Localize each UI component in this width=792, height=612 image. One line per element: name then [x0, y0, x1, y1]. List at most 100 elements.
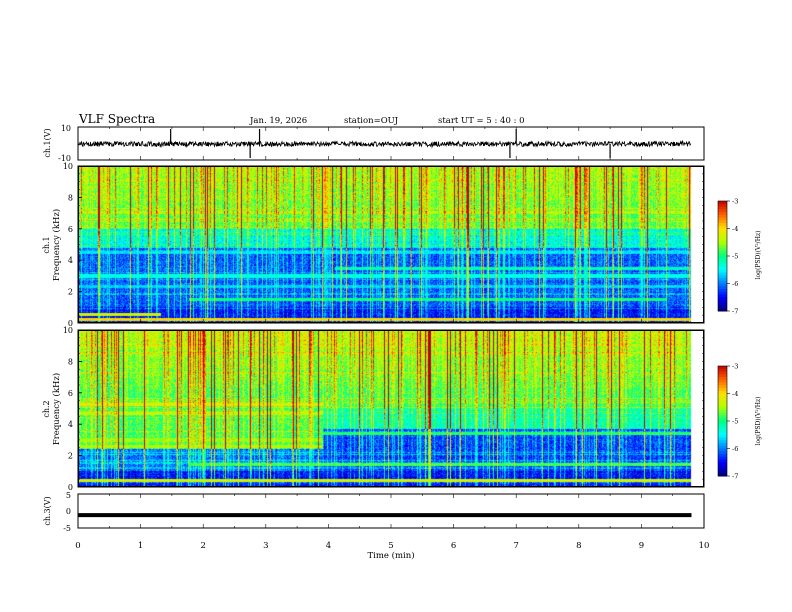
colorbar-segment	[718, 275, 727, 279]
colorbar-tick-label: -5	[732, 418, 738, 426]
colorbar-segment	[718, 272, 727, 276]
colorbar-segment	[718, 473, 727, 477]
colorbar-segment	[718, 366, 727, 370]
ch1-spectrogram-image	[79, 167, 703, 322]
time-axis-tick-label: 9	[639, 541, 644, 551]
colorbar-segment	[718, 239, 727, 243]
colorbar-segment	[718, 401, 727, 405]
colorbar-segment	[718, 412, 727, 416]
time-axis-tick-label: 8	[576, 541, 581, 551]
colorbar-segment	[718, 396, 727, 400]
time-axis-tick-label: 5	[388, 541, 393, 551]
colorbar-segment	[718, 212, 727, 216]
colorbar-segment	[718, 217, 727, 221]
colorbar-segment	[718, 454, 727, 458]
colorbar-segment	[718, 203, 727, 207]
colorbar-segment	[718, 231, 727, 235]
time-axis-tick-label: 0	[75, 541, 80, 551]
ch2-colorbar: -3 -4 -5 -6 -7	[717, 363, 738, 481]
colorbar-segment	[718, 418, 727, 422]
ch2-ytick-label: 10	[63, 326, 73, 335]
colorbar-segment	[718, 245, 727, 249]
colorbar-segment	[718, 228, 727, 232]
colorbar-tick-label: -5	[732, 253, 738, 261]
colorbar-tick-label: -3	[732, 363, 738, 371]
colorbar-segment	[718, 250, 727, 254]
colorbar-segment	[718, 253, 727, 257]
ch2-ytick-label: 0	[68, 483, 73, 492]
colorbar-segment	[718, 390, 727, 394]
colorbar-segment	[718, 242, 727, 246]
colorbar-segment	[718, 206, 727, 210]
ch1-ytick-label: 10	[63, 162, 73, 171]
colorbar-tick-label: -7	[732, 308, 738, 316]
colorbar-segment	[718, 426, 727, 430]
colorbar-segment	[718, 214, 727, 218]
colorbar-segment	[718, 459, 727, 463]
colorbar-segment	[718, 407, 727, 411]
colorbar-segment	[718, 388, 727, 392]
colorbar-segment	[718, 264, 727, 268]
ch1-waveform-line	[77, 140, 692, 149]
colorbar-segment	[718, 247, 727, 251]
colorbar-segment	[718, 456, 727, 460]
colorbar-segment	[718, 283, 727, 287]
colorbar-segment	[718, 467, 727, 471]
time-axis-tick-label: 1	[138, 541, 143, 551]
colorbar-segment	[718, 465, 727, 469]
ch1-ytick-label: 2	[68, 288, 73, 297]
ch3-ytick-mid: 0	[66, 507, 71, 516]
colorbar-segment	[718, 278, 727, 282]
ch1-ytick-top: 10	[61, 124, 71, 133]
ch1-ytick-label: 4	[68, 256, 73, 265]
colorbar-segment	[718, 415, 727, 419]
colorbar-segment	[718, 382, 727, 386]
colorbar-segment	[718, 379, 727, 383]
colorbar-segment	[718, 445, 727, 449]
colorbar-segment	[718, 297, 727, 301]
ch3-waveform-panel: 5 0 -5 ch.3(V)	[43, 491, 705, 533]
colorbar-segment	[718, 399, 727, 403]
ch2-ytick-label: 8	[68, 357, 73, 366]
figure-title: VLF Spectra	[78, 112, 155, 126]
colorbar-segment	[718, 286, 727, 290]
colorbar-segment	[718, 368, 727, 372]
colorbar-tick-label: -4	[732, 225, 738, 233]
colorbar-segment	[718, 437, 727, 441]
ch2-spectrogram-ylabel: Frequency (kHz)	[51, 373, 62, 445]
colorbar-segment	[718, 462, 727, 466]
colorbar-segment	[718, 269, 727, 273]
ch1-ytick-bottom: -10	[58, 154, 71, 163]
colorbar-segment	[718, 267, 727, 271]
colorbar-segment	[718, 434, 727, 438]
ch3-waveform-ylabel: ch.3(V)	[43, 496, 52, 525]
colorbar-segment	[718, 432, 727, 436]
colorbar-segment	[718, 291, 727, 295]
ch1-channel-label: ch.1	[42, 236, 51, 253]
colorbar-segment	[718, 280, 727, 284]
ch1-waveform-panel: 10 -10 ch.1(V)	[43, 124, 705, 163]
colorbar-segment	[718, 300, 727, 304]
colorbar-segment	[718, 258, 727, 262]
ch1-ytick-label: 6	[68, 225, 73, 234]
colorbar-segment	[718, 302, 727, 306]
colorbar-segment	[718, 385, 727, 389]
ch1-waveform-trace	[77, 129, 692, 158]
colorbar-segment	[718, 236, 727, 240]
ch2-spectrogram-image	[79, 331, 703, 486]
colorbar-segment	[718, 440, 727, 444]
header-station: station=OUJ	[344, 116, 399, 126]
time-axis: 0 1 2 3 4 5 6 7 8 9 10	[75, 541, 709, 551]
colorbar-tick-label: -6	[732, 445, 738, 453]
ch3-waveform-frame	[77, 493, 705, 529]
colorbar-segment	[718, 371, 727, 375]
time-axis-tick-label: 2	[200, 541, 205, 551]
colorbar-segment	[718, 451, 727, 455]
colorbar-segment	[718, 234, 727, 238]
ch1-colorbar: -3 -4 -5 -6 -7	[717, 198, 738, 316]
time-axis-label: Time (min)	[367, 550, 414, 561]
ch2-colorbar-label: log(PSD)(V²/Hz)	[755, 397, 762, 446]
colorbar-segment	[718, 443, 727, 447]
colorbar-segment	[718, 423, 727, 427]
